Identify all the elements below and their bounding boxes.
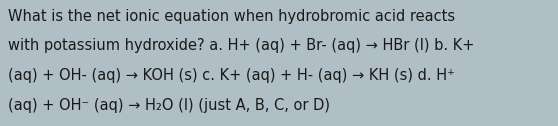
Text: (aq) + OH⁻ (aq) → H₂O (l) (just A, B, C, or D): (aq) + OH⁻ (aq) → H₂O (l) (just A, B, C,… xyxy=(8,98,330,113)
Text: What is the net ionic equation when hydrobromic acid reacts: What is the net ionic equation when hydr… xyxy=(8,9,455,24)
Text: (aq) + OH- (aq) → KOH (s) c. K+ (aq) + H- (aq) → KH (s) d. H⁺: (aq) + OH- (aq) → KOH (s) c. K+ (aq) + H… xyxy=(8,68,455,83)
Text: with potassium hydroxide? a. H+ (aq) + Br- (aq) → HBr (l) b. K+: with potassium hydroxide? a. H+ (aq) + B… xyxy=(8,38,475,53)
